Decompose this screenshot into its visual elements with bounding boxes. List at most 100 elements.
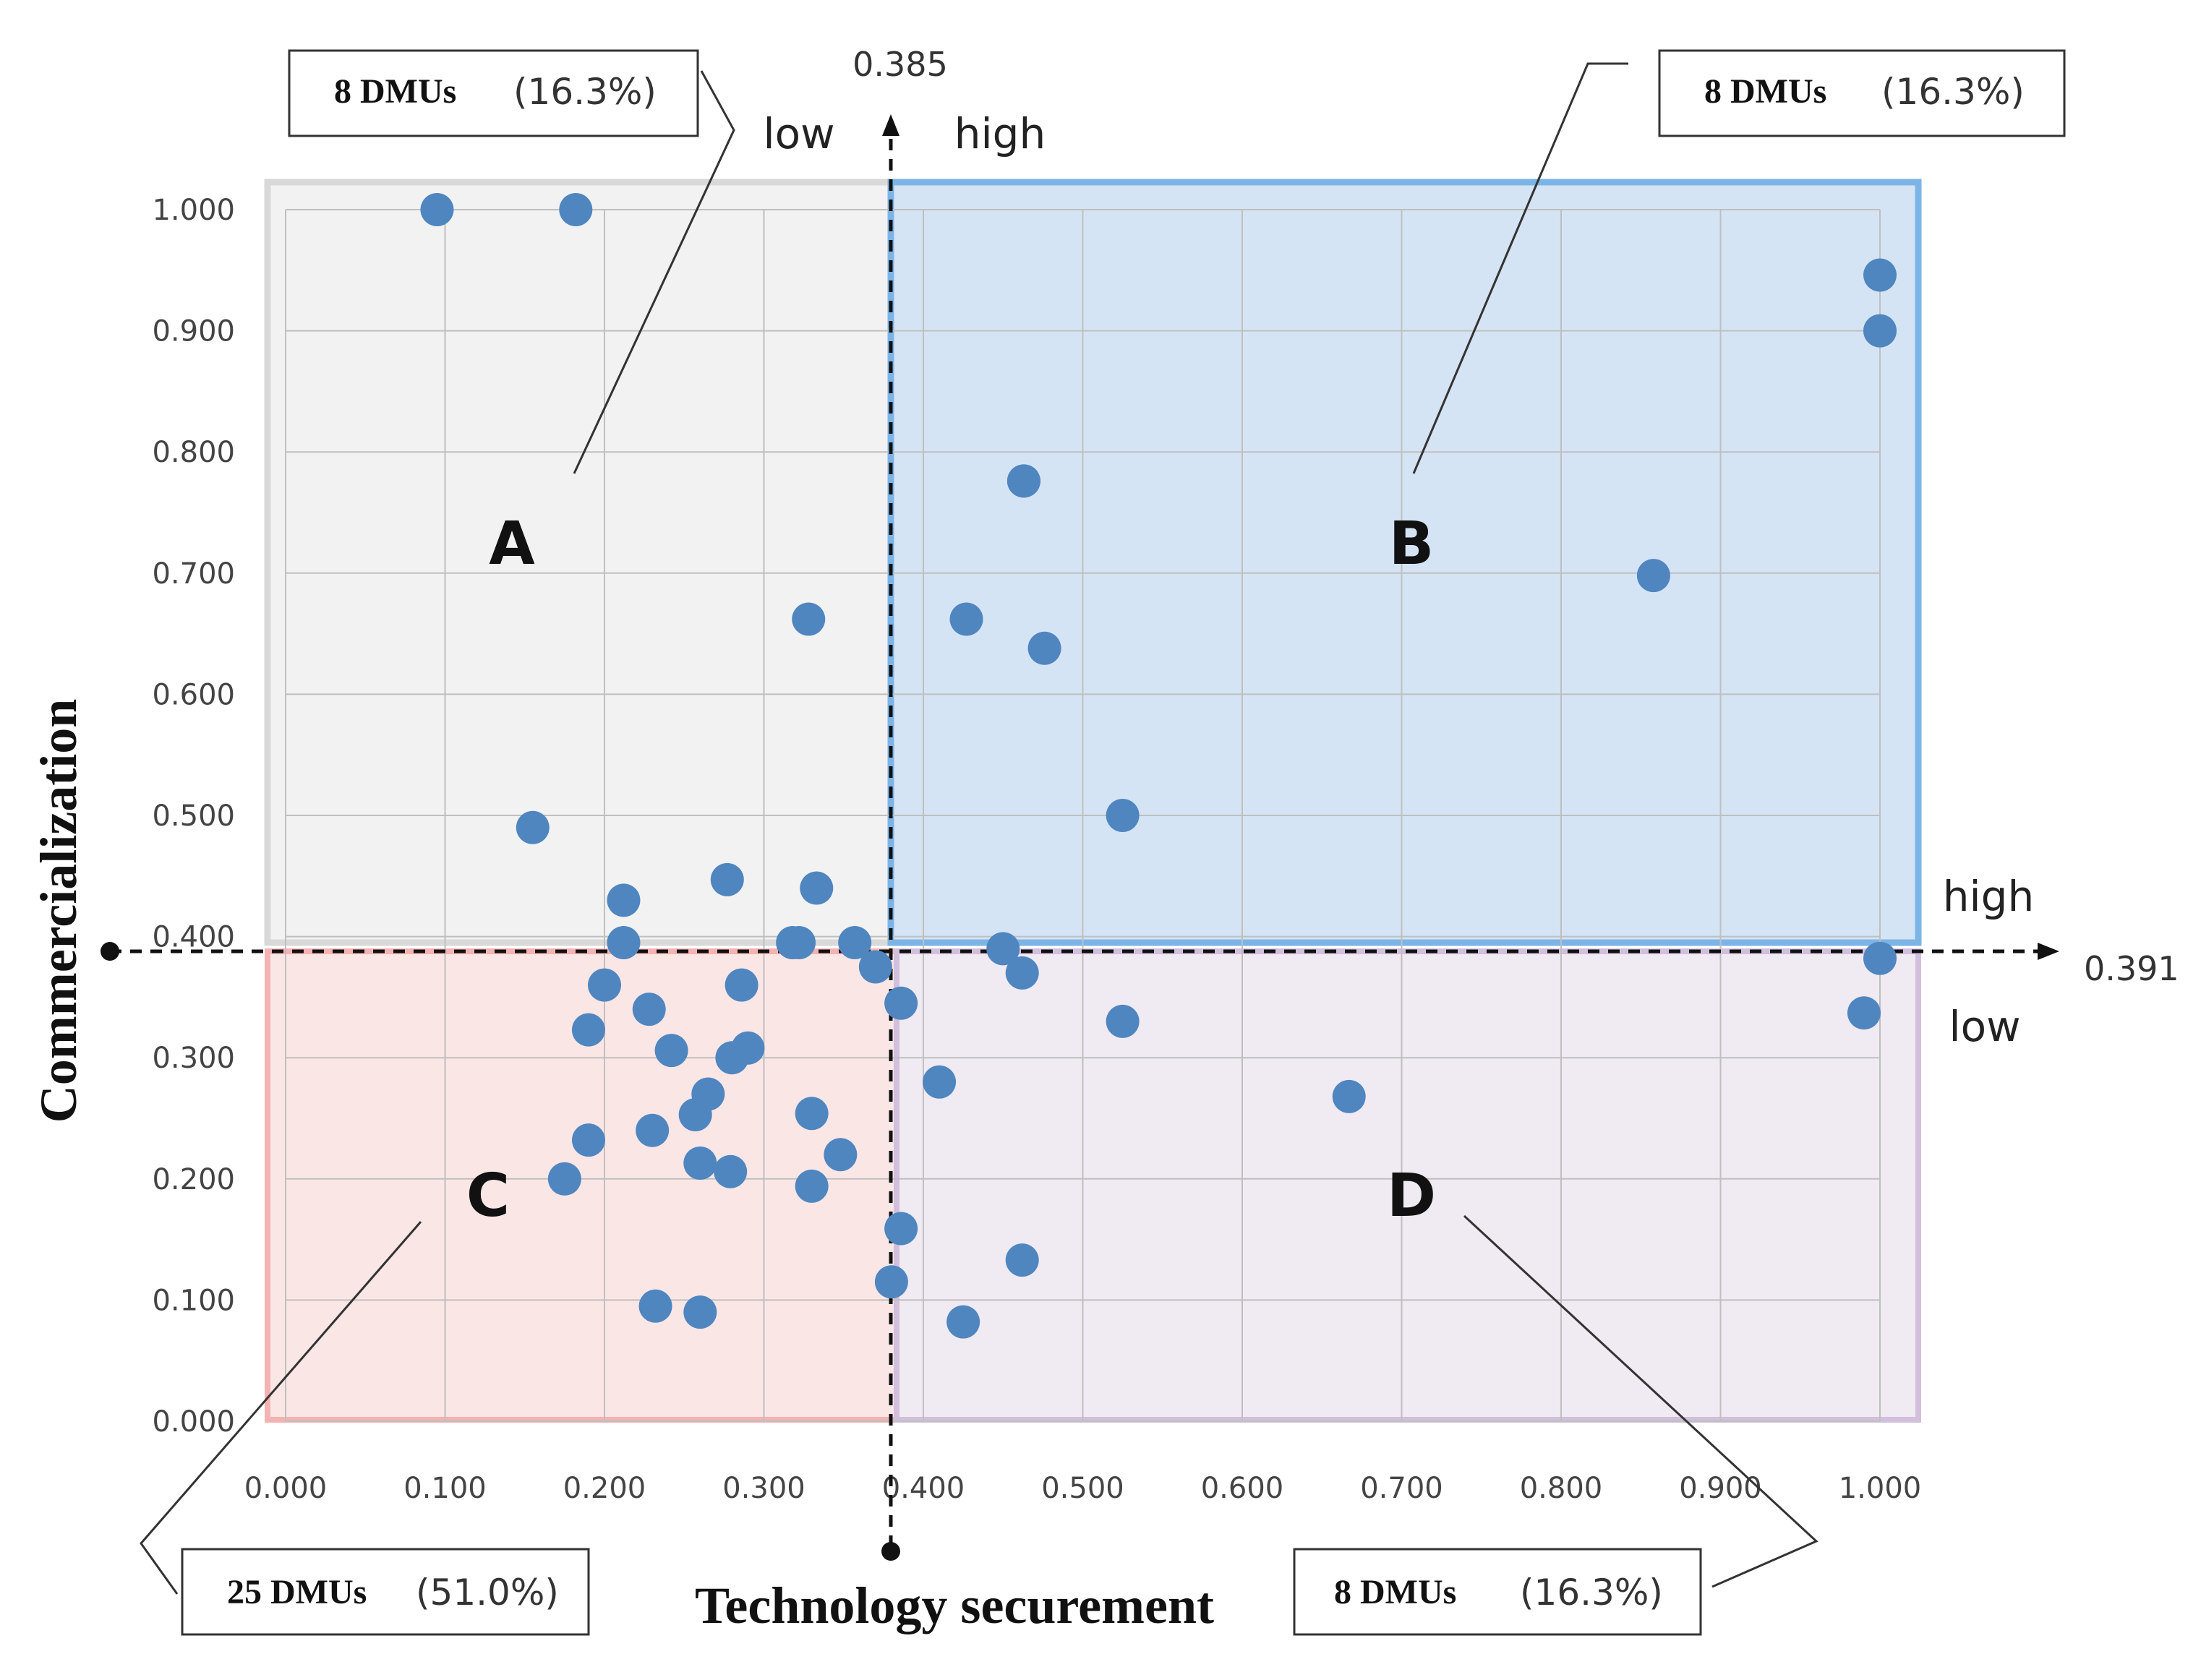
data-point <box>1027 631 1061 665</box>
data-point <box>636 1113 670 1147</box>
data-point <box>607 925 641 959</box>
data-point <box>1863 941 1897 975</box>
y-tick-label: 0.100 <box>152 1284 235 1317</box>
y-tick-label: 0.000 <box>152 1405 235 1439</box>
y-high-label: high <box>1943 872 2034 921</box>
data-point <box>1847 996 1881 1030</box>
y-tick-label: 0.300 <box>152 1042 235 1075</box>
x-tick-label: 0.100 <box>403 1472 487 1505</box>
quadrant-d-percent: (16.3%) <box>1520 1572 1663 1613</box>
x-tick-label: 0.400 <box>882 1472 965 1505</box>
data-point <box>1007 464 1040 498</box>
x-high-label: high <box>954 109 1046 158</box>
data-point <box>795 1097 829 1131</box>
x-low-label: low <box>763 109 834 158</box>
data-point <box>800 871 834 905</box>
data-point <box>678 1097 712 1131</box>
quadrant-c-count: 25 DMUs <box>227 1573 367 1611</box>
y-tick-label: 0.800 <box>152 436 235 469</box>
quadrant-d-callout: 8 DMUs (16.3%) <box>1293 1548 1702 1636</box>
data-point <box>547 1162 581 1196</box>
data-point <box>795 1169 829 1203</box>
data-point <box>710 862 744 896</box>
quadrant-a-callout: 8 DMUs (16.3%) <box>288 49 699 137</box>
quadrant-a-region <box>264 179 896 946</box>
data-point <box>588 968 621 1002</box>
data-point <box>571 1013 605 1047</box>
data-point <box>1005 956 1039 990</box>
quadrant-a-leader-line <box>573 70 735 474</box>
data-point <box>571 1123 605 1157</box>
x-tick-label: 0.500 <box>1041 1472 1124 1505</box>
data-point <box>731 1031 765 1065</box>
data-point <box>838 925 872 959</box>
x-threshold-origin-dot <box>881 1542 900 1561</box>
data-point <box>683 1147 717 1180</box>
data-point <box>874 1265 908 1299</box>
quadrant-b-letter: B <box>1389 510 1435 578</box>
quadrant-b-callout: 8 DMUs (16.3%) <box>1658 49 2066 137</box>
data-points <box>420 193 1897 1339</box>
data-point <box>1636 559 1670 593</box>
data-point <box>1863 314 1897 348</box>
data-point <box>714 1154 748 1188</box>
x-tick-label: 0.600 <box>1201 1472 1284 1505</box>
data-point <box>776 925 810 959</box>
y-axis-title: Commercialization <box>30 699 87 1123</box>
data-point <box>516 810 550 844</box>
data-point <box>792 602 826 636</box>
data-point <box>638 1289 672 1323</box>
data-point <box>1106 799 1140 832</box>
data-point <box>654 1034 688 1068</box>
y-tick-label: 0.600 <box>152 678 235 711</box>
y-tick-label: 0.200 <box>152 1163 235 1196</box>
data-point <box>725 968 758 1002</box>
data-point <box>420 193 454 226</box>
quadrant-b-percent: (16.3%) <box>1881 71 2025 113</box>
data-point <box>858 950 892 984</box>
data-point <box>1332 1079 1366 1113</box>
data-point <box>632 993 666 1027</box>
quadrant-c-percent: (51.0%) <box>416 1572 559 1613</box>
y-low-label: low <box>1949 1002 2020 1051</box>
data-point <box>923 1065 957 1099</box>
quadrant-c-callout: 25 DMUs (51.0%) <box>181 1548 590 1636</box>
data-point <box>946 1305 980 1339</box>
y-tick-label: 0.500 <box>152 800 235 833</box>
x-tick-label: 1.000 <box>1839 1472 1922 1505</box>
x-axis-title: Technology securement <box>695 1577 1214 1634</box>
quadrant-a-percent: (16.3%) <box>513 71 657 113</box>
data-point <box>884 1212 918 1246</box>
y-threshold-origin-dot <box>101 942 119 961</box>
x-tick-label: 0.900 <box>1679 1472 1762 1505</box>
data-point <box>1863 258 1897 292</box>
data-point <box>884 986 918 1020</box>
data-point <box>824 1138 858 1172</box>
data-point <box>559 193 593 226</box>
y-threshold-label: 0.391 <box>2084 949 2179 988</box>
quadrant-b-count: 8 DMUs <box>1704 72 1826 111</box>
data-point <box>949 602 983 636</box>
quadrant-d-count: 8 DMUs <box>1334 1573 1456 1611</box>
y-tick-label: 0.900 <box>152 315 235 348</box>
y-threshold-arrowhead <box>2038 943 2059 960</box>
y-tick-label: 0.400 <box>152 921 235 954</box>
quadrant-c-letter: C <box>466 1162 510 1230</box>
x-tick-label: 0.200 <box>563 1472 646 1505</box>
y-tick-labels: 0.000 0.100 0.200 0.300 0.400 0.500 0.600 0.700… <box>152 194 235 1439</box>
quadrant-d-leader-line <box>1463 1214 1819 1588</box>
grid-lines <box>285 209 1881 1422</box>
quadrant-c-leader-line <box>140 1221 422 1595</box>
y-tick-label: 0.700 <box>152 557 235 591</box>
data-point <box>607 883 641 917</box>
data-point <box>683 1295 717 1329</box>
quadrant-b-leader-line <box>1412 62 1628 474</box>
x-tick-label: 0.700 <box>1360 1472 1443 1505</box>
quadrant-d-region <box>894 948 1921 1423</box>
quadrant-a-count: 8 DMUs <box>334 72 456 111</box>
data-point <box>986 932 1020 966</box>
x-tick-label: 0.300 <box>722 1472 805 1505</box>
quadrant-d-letter: D <box>1387 1162 1436 1230</box>
